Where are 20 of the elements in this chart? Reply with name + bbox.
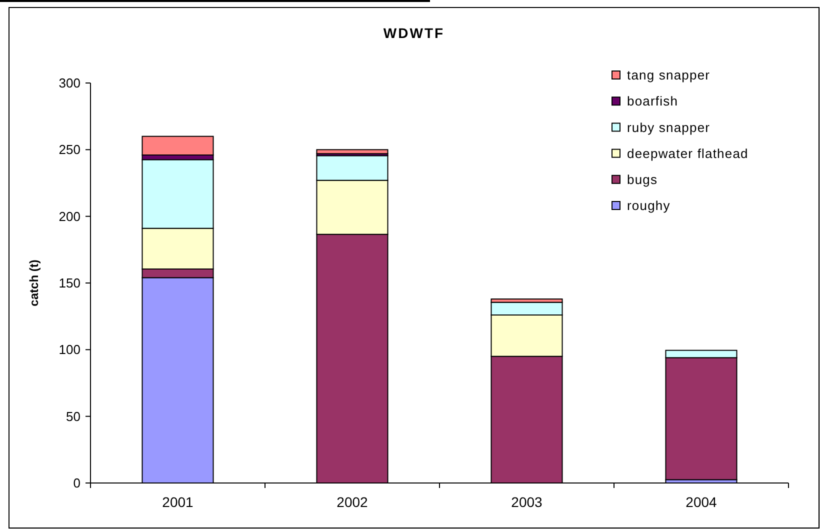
y-tick-label: 300 bbox=[58, 76, 80, 91]
y-axis-title: catch (t) bbox=[27, 260, 41, 306]
y-tick-label: 100 bbox=[58, 342, 80, 358]
x-tick-label: 2001 bbox=[162, 494, 194, 510]
x-tick-label: 2002 bbox=[336, 494, 368, 510]
x-tick-label: 2003 bbox=[511, 494, 543, 510]
legend-label: boarfish bbox=[627, 94, 678, 109]
y-tick-label: 50 bbox=[66, 408, 80, 424]
legend-label: bugs bbox=[627, 172, 658, 187]
legend-label: roughy bbox=[627, 198, 670, 214]
bar bbox=[316, 149, 388, 154]
y-tick-label: 200 bbox=[58, 208, 80, 224]
y-tick-label: 0 bbox=[73, 476, 80, 491]
x-tick-label: 2004 bbox=[686, 494, 718, 510]
legend-label: ruby snapper bbox=[627, 120, 710, 135]
y-tick-label: 150 bbox=[58, 276, 80, 291]
legend-label: deepwater flathead bbox=[627, 146, 748, 161]
chart-title: WDWTF bbox=[383, 25, 445, 41]
legend-label: tang snapper bbox=[627, 68, 710, 83]
y-tick-label: 250 bbox=[58, 142, 80, 158]
